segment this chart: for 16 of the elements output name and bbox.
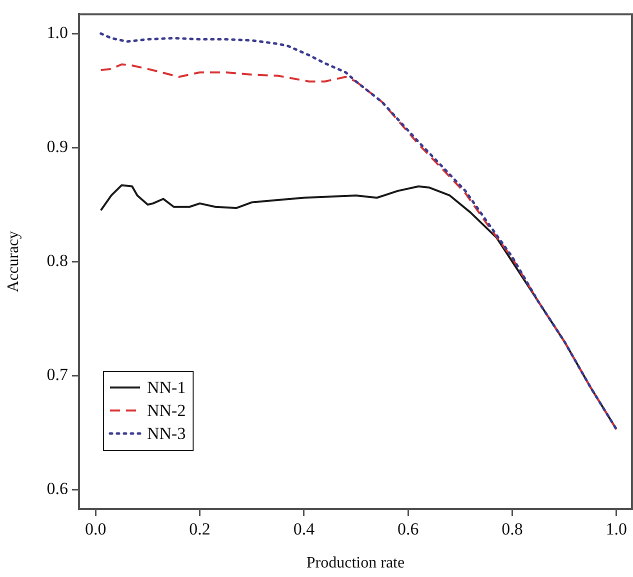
x-tick-label: 0.2 (189, 520, 210, 539)
x-axis-title: Production rate (306, 554, 405, 572)
y-tick-label: 0.7 (46, 365, 68, 384)
x-tick-label: 0.4 (293, 520, 316, 539)
y-tick-label: 0.6 (46, 479, 68, 498)
legend-label: NN-3 (147, 424, 186, 443)
x-tick-label: 0.6 (397, 520, 419, 539)
y-tick-label: 0.9 (46, 137, 68, 156)
y-tick-label: 1.0 (46, 23, 68, 42)
x-tick-label: 0.8 (502, 520, 523, 539)
legend-label: NN-2 (147, 400, 186, 420)
y-tick-label: 0.8 (46, 251, 68, 270)
legend-label: NN-1 (147, 378, 186, 397)
x-tick-label: 1.0 (606, 520, 628, 539)
y-axis-title: Accuracy (4, 230, 22, 292)
x-tick-label: 0.0 (85, 520, 106, 539)
